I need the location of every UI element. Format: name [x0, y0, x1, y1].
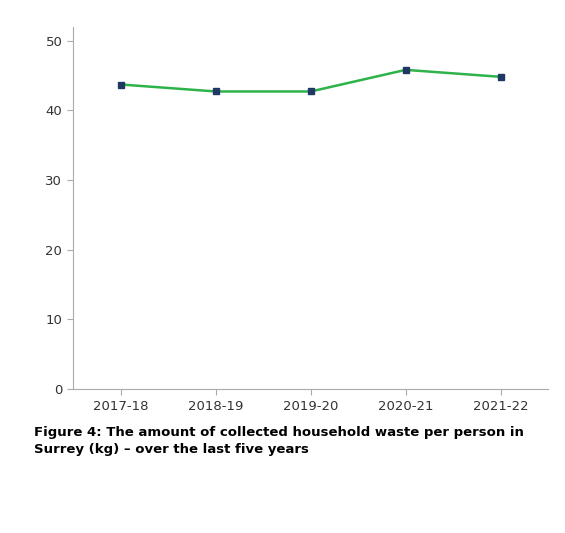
Text: kg: kg	[0, 201, 1, 214]
Text: Figure 4: The amount of collected household waste per person in
Surrey (kg) – ov: Figure 4: The amount of collected househ…	[34, 426, 524, 456]
